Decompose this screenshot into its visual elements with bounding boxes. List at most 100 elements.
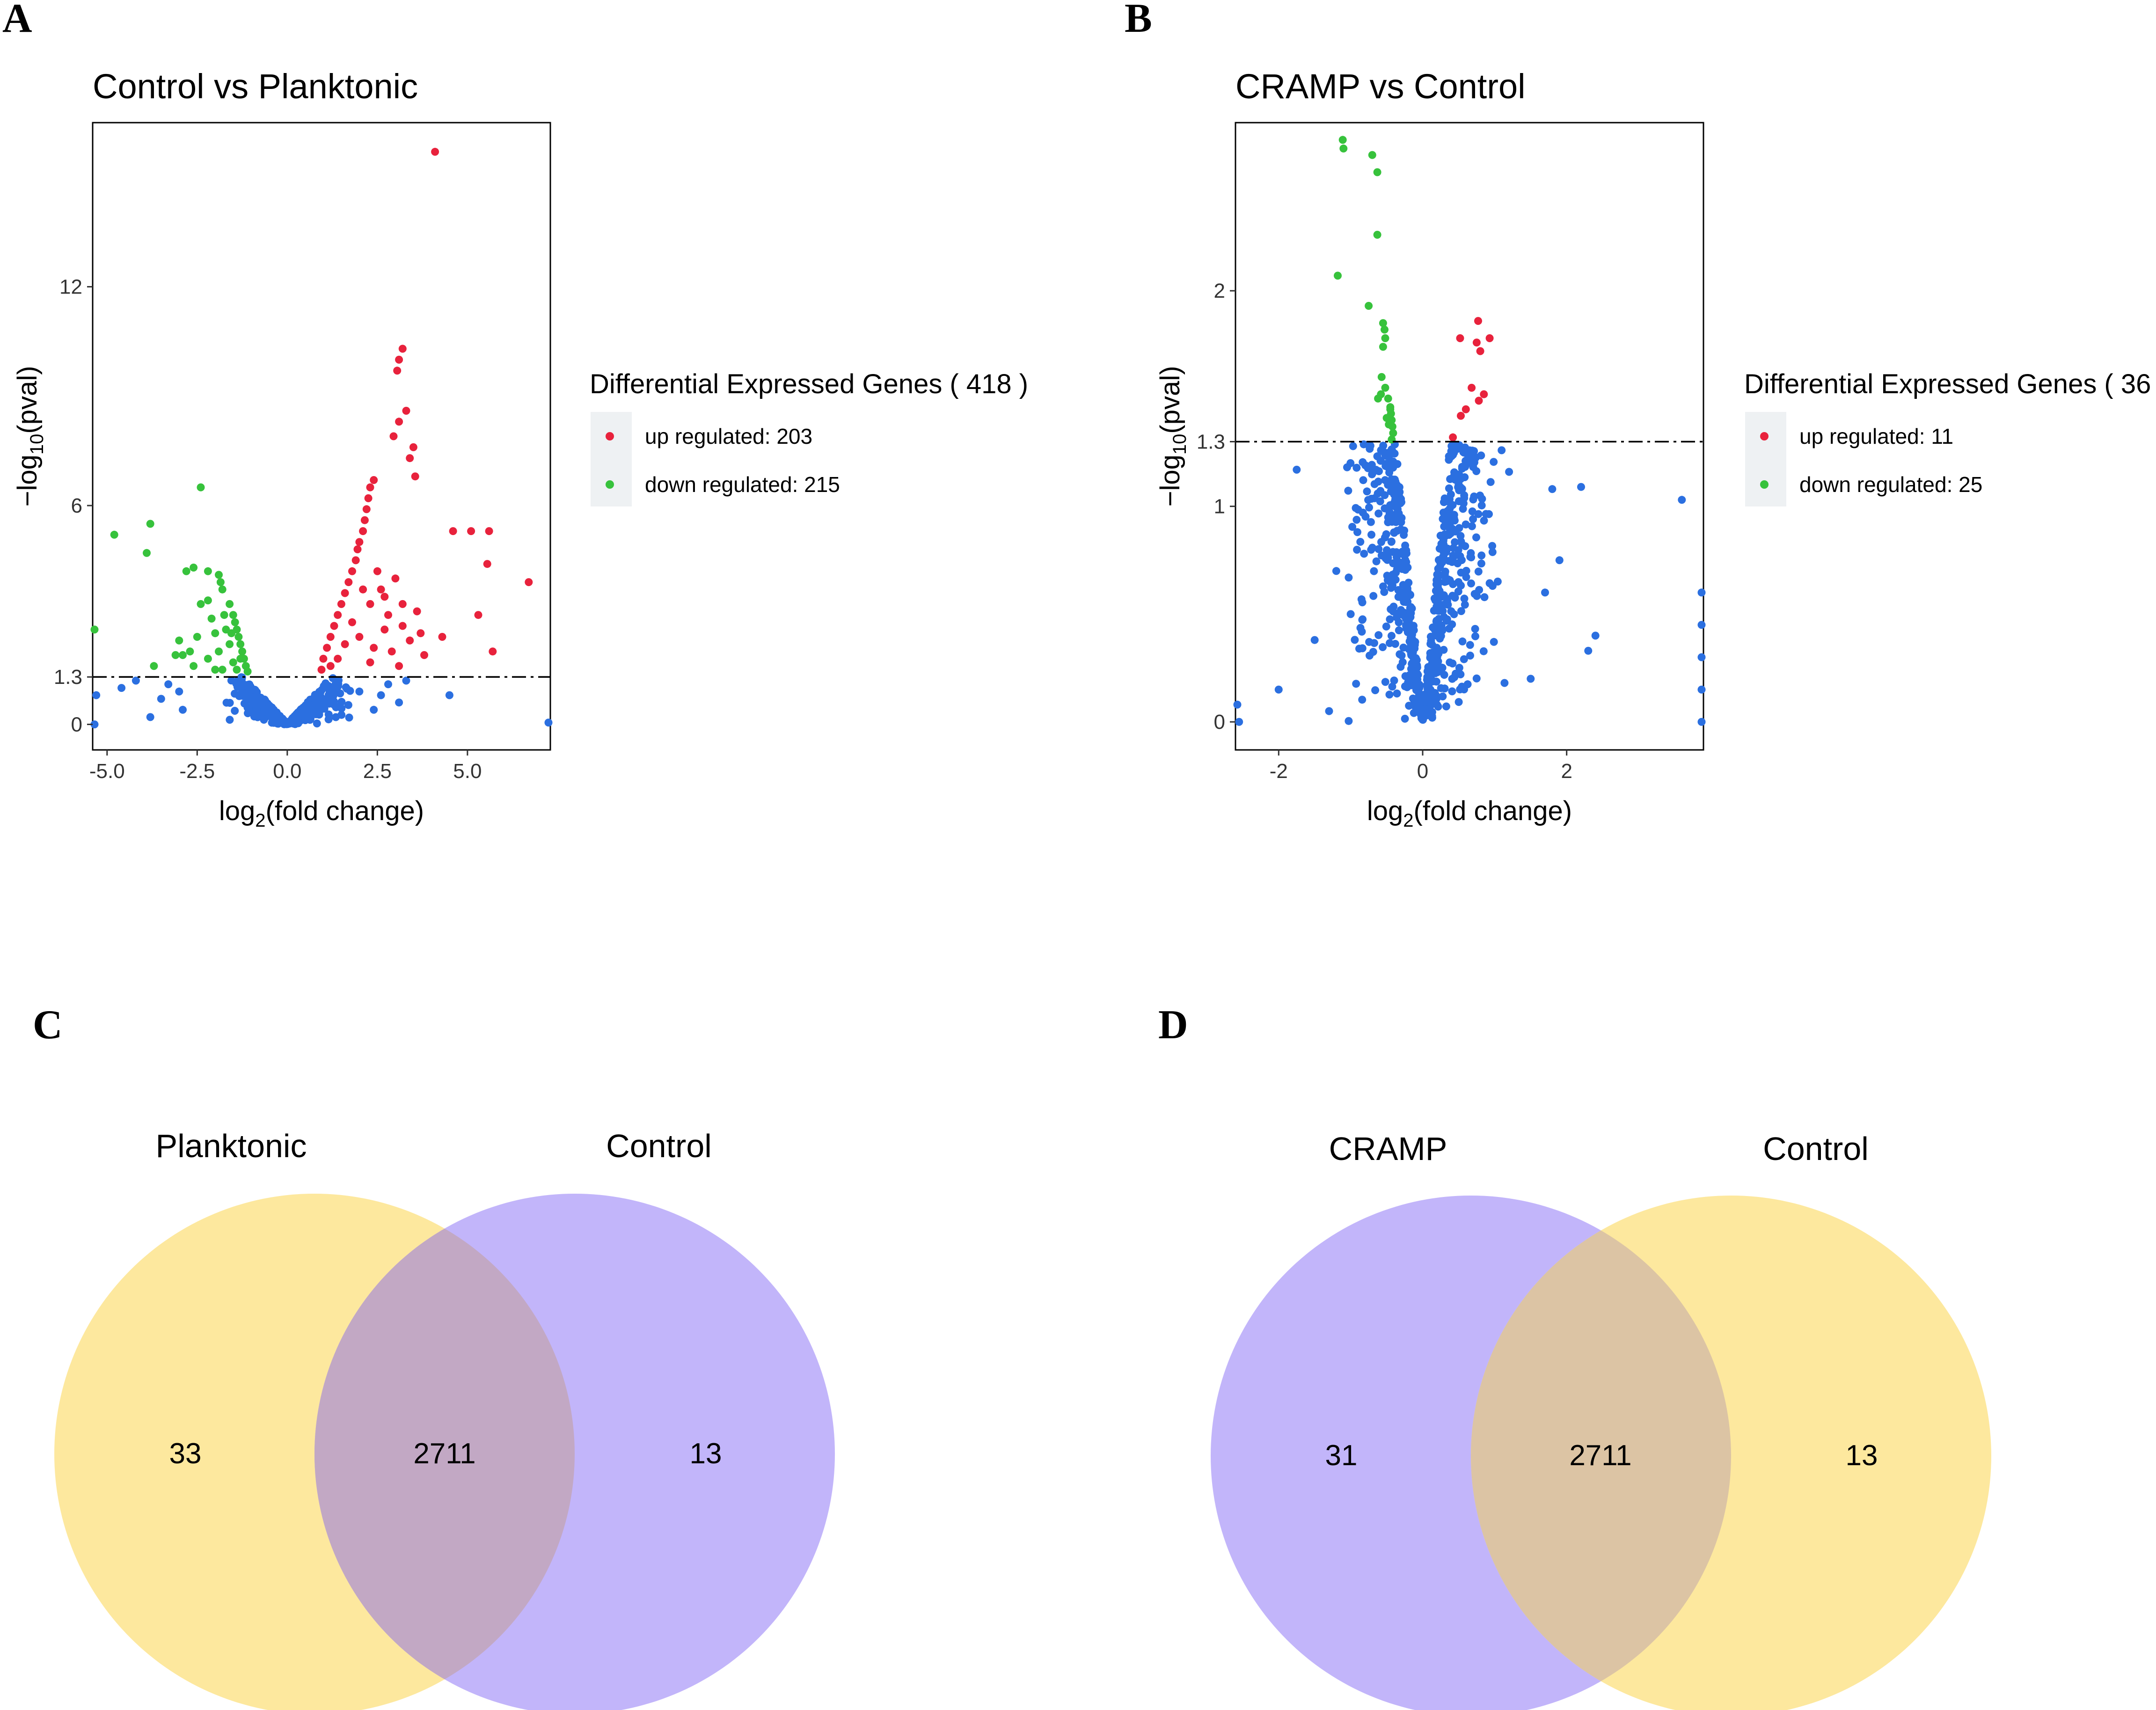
panel-b-point-not-significant [1374,545,1383,553]
panel-a-point-up-regulated [317,666,326,674]
panel-a-point-down-regulated [193,633,201,641]
panel-b-point-down-regulated [1379,343,1387,351]
panel-a-point-not-significant [231,707,239,715]
panel-a-point-not-significant [259,697,268,706]
panel-b-point-not-significant [1332,567,1340,575]
panel-b-point-not-significant [1369,592,1378,600]
panel-b-point-not-significant [1436,562,1444,570]
venn-d-label-cramp: CRAMP [1329,1130,1447,1167]
panel-a-point-not-significant [132,676,140,685]
panel-b-point-down-regulated [1365,301,1373,310]
panel-a-point-not-significant [344,701,352,709]
panel-a-point-down-regulated [238,647,247,656]
venn-d-label-control: Control [1763,1130,1869,1167]
panel-a-point-not-significant [345,713,353,722]
venn-d-count-cramp: 31 [1325,1439,1358,1472]
panel-b-point-up-regulated [1474,317,1482,325]
panel-a-point-up-regulated [483,560,491,568]
panel-a-point-up-regulated [359,527,367,536]
panel-a-point-up-regulated [326,662,335,670]
panel-b-legend-key-bg [1745,412,1786,506]
panel-b-point-up-regulated [1475,396,1483,405]
panel-b-point-not-significant [1376,487,1385,495]
panel-b-point-not-significant [1390,676,1398,685]
panel-b-point-not-significant [1388,447,1396,455]
panel-a-point-not-significant [279,717,287,726]
panel-a-point-down-regulated [233,666,241,674]
panel-b-point-up-regulated [1457,411,1465,420]
panel-b-point-not-significant [1274,685,1283,694]
panel-b-point-not-significant [1498,446,1506,455]
panel-a-point-up-regulated [344,578,353,587]
panel-a-point-up-regulated [384,611,392,619]
panel-a-point-not-significant [92,691,101,699]
panel-b-point-not-significant [1356,538,1365,546]
panel-a-point-not-significant [249,685,257,694]
panel-b-point-not-significant [1360,550,1368,558]
panel-a-point-not-significant [235,692,243,700]
panel-a-y-tick-label: 12 [59,276,82,299]
panel-a-x-tick-label: -2.5 [179,760,215,783]
panel-a-point-not-significant [370,705,378,714]
panel-b-point-not-significant [1353,528,1361,536]
panel-a-point-up-regulated [395,355,403,364]
panel-b-y-ticks: 011.32 [1197,279,1235,734]
panel-b-point-not-significant [1488,548,1497,556]
panel-a-point-not-significant [146,713,154,721]
panel-b-point-not-significant [1380,588,1389,596]
panel-a-point-up-regulated [413,607,421,616]
panel-a-point-up-regulated [398,622,407,630]
panel-a-legend-down-label: down regulated: 215 [645,472,840,497]
panel-a-point-down-regulated [231,618,239,626]
panel-b-point-not-significant [1382,622,1390,631]
panel-a-point-down-regulated [90,625,99,634]
panel-b-point-not-significant [1352,515,1361,524]
panel-b-point-not-significant [1403,563,1412,572]
panel-b-point-not-significant [1471,632,1479,640]
panel-b-point-not-significant [1697,621,1706,629]
panel-a-point-down-regulated [215,571,223,579]
panel-b-point-up-regulated [1456,334,1464,342]
panel-a-point-not-significant [90,720,99,728]
panel-a-x-tick-label: 2.5 [363,760,392,783]
panel-b-point-not-significant [1428,640,1436,649]
panel-a-point-down-regulated [204,596,212,605]
panel-b-point-up-regulated [1480,390,1488,398]
panel-b-point-not-significant [1460,655,1468,663]
panel-b-point-not-significant [1505,468,1513,476]
panel-a-y-label: −log10(pval) [12,366,47,507]
panel-b-point-not-significant [1490,638,1498,646]
panel-b-point-not-significant [1433,594,1442,603]
panel-a-point-up-regulated [438,633,446,641]
panel-a-point-down-regulated [229,611,237,619]
panel-b-point-not-significant [1400,526,1409,535]
panel-b-point-not-significant [1448,592,1457,600]
panel-a-point-down-regulated [182,567,190,575]
panel-b-point-not-significant [1367,530,1375,539]
panel-b-point-not-significant [1432,616,1441,625]
panel-a-point-up-regulated [355,538,364,546]
panel-b-point-not-significant [1482,510,1490,518]
panel-b-point-not-significant [1473,592,1481,600]
panel-a-point-down-regulated [227,629,235,638]
panel-a-point-not-significant [306,712,314,721]
panel-a-legend-key-bg [591,412,632,506]
panel-b-point-not-significant [1541,588,1549,597]
panel-b-point-not-significant [1367,545,1375,554]
panel-b-point-not-significant [1440,578,1449,586]
panel-a-point-not-significant [322,679,330,688]
panel-b-point-not-significant [1476,492,1484,500]
panel-b: B CRAMP vs Control 011.32 -2 0 2 log2(fold… [1125,0,2156,831]
panel-a-point-down-regulated [190,564,198,572]
panel-a-point-up-regulated [467,527,475,536]
panel-b-point-not-significant [1450,468,1458,477]
panel-b-point-not-significant [1471,625,1479,633]
panel-b-point-not-significant [1434,648,1442,657]
panel-b-point-not-significant [1344,486,1352,495]
panel-a-point-down-regulated [204,567,212,575]
panel-b-points [1233,136,1706,726]
panel-a-point-down-regulated [234,633,243,641]
panel-b-point-up-regulated [1476,347,1484,355]
panel-b-point-not-significant [1369,648,1377,656]
panel-b-point-not-significant [1442,616,1451,625]
